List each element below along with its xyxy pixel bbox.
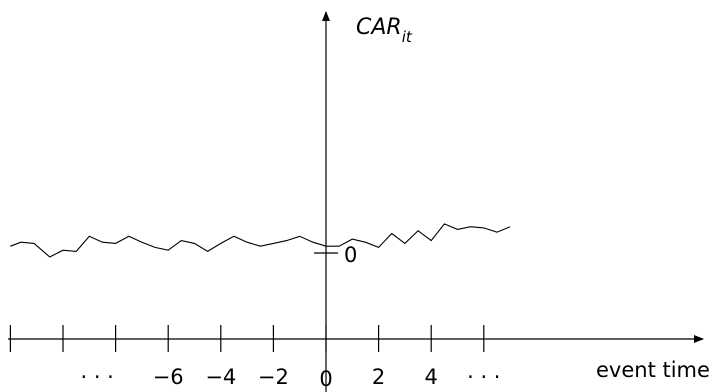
x-tick-labels: · · · −6 −4 −2 0 2 4 · · · — [80, 365, 500, 391]
x-tick-label: 2 — [372, 365, 385, 389]
car-series-line — [10, 223, 511, 258]
y-axis-title-main: CAR — [356, 15, 402, 40]
x-tick-label: −6 — [153, 365, 184, 389]
y-axis-title-sub: it — [402, 28, 413, 46]
y-zero-label: 0 — [344, 243, 357, 267]
x-tick-label: · · · — [467, 365, 500, 389]
x-tick-label: 0 — [319, 367, 332, 391]
x-axis-title: event time — [596, 358, 710, 382]
x-tick-label: 4 — [425, 365, 438, 389]
x-tick-marks — [9, 325, 485, 352]
x-tick-label: −2 — [258, 365, 289, 389]
x-tick-label: −4 — [205, 365, 236, 389]
y-axis-title: CARit — [356, 15, 413, 46]
x-tick-label: · · · — [80, 365, 113, 389]
